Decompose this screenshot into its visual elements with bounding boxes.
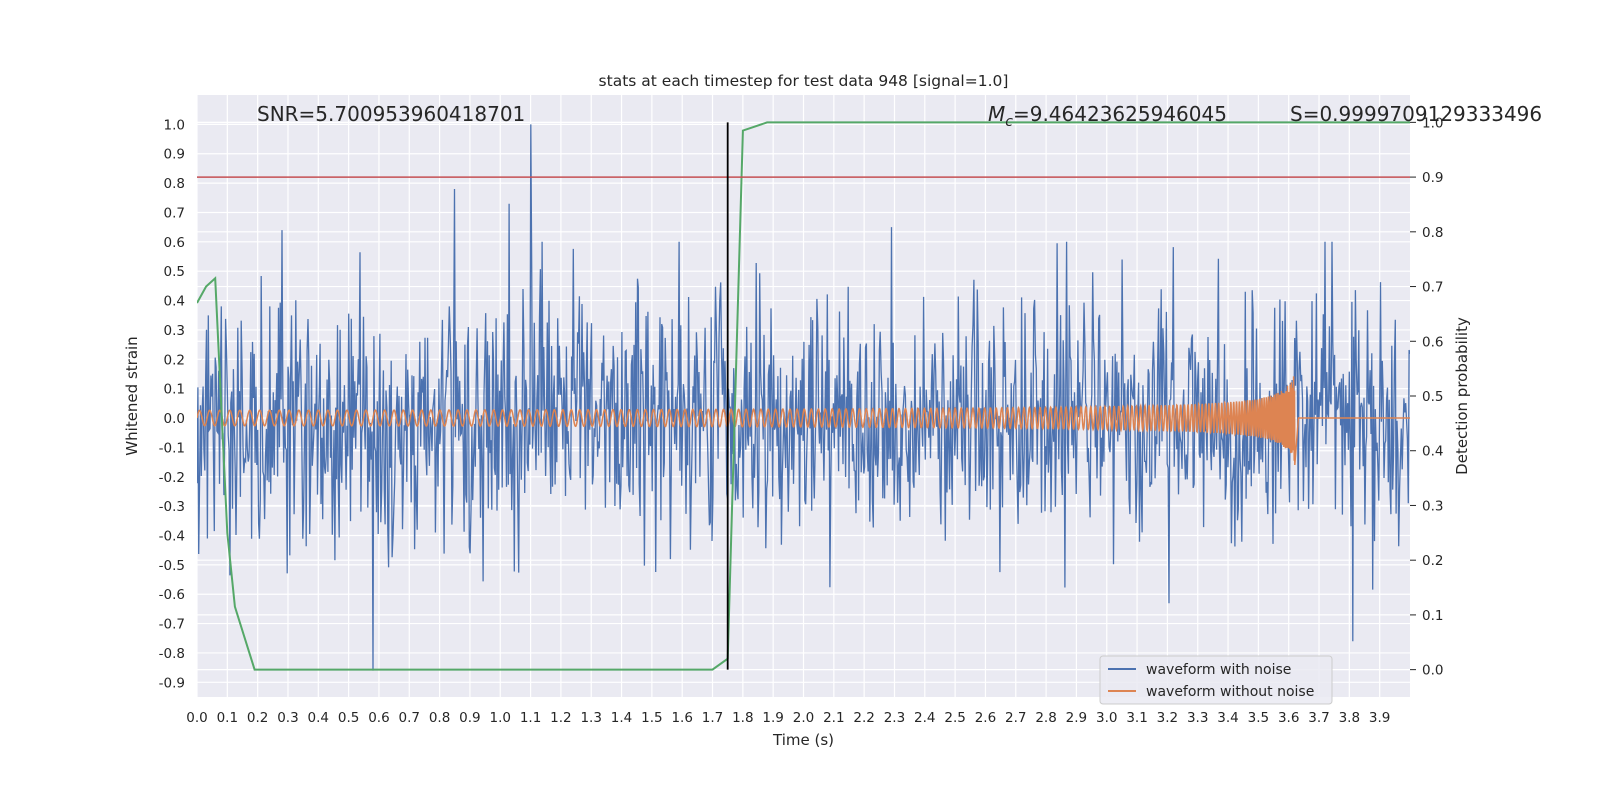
y-tick-label: -0.3 [159, 499, 185, 515]
x-tick-label: 1.3 [580, 710, 601, 726]
x-tick-label: 3.8 [1339, 710, 1360, 726]
y2-tick-label: 0.7 [1422, 280, 1443, 296]
x-tick-label: 1.7 [702, 710, 723, 726]
x-tick-label: 0.8 [429, 710, 450, 726]
x-tick-label: 0.4 [308, 710, 329, 726]
y2-tick-label: 0.9 [1422, 170, 1443, 186]
y-tick-label: 0.8 [164, 176, 185, 192]
x-tick-label: 3.5 [1248, 710, 1269, 726]
x-tick-label: 0.3 [277, 710, 298, 726]
x-tick-label: 3.6 [1278, 710, 1299, 726]
y2-tick-label: 0.1 [1422, 608, 1443, 624]
mc-value: =9.46423625946045 [1013, 102, 1227, 126]
x-tick-label: 2.7 [1005, 710, 1026, 726]
x-tick-label: 3.4 [1217, 710, 1238, 726]
x-tick-label: 2.3 [884, 710, 905, 726]
x-tick-label: 0.2 [247, 710, 268, 726]
x-tick-label: 1.1 [520, 710, 541, 726]
x-tick-label: 2.9 [1066, 710, 1087, 726]
y2-tick-label: 0.0 [1422, 663, 1443, 679]
y-tick-label: -0.8 [159, 646, 185, 662]
y-tick-label: 0.4 [164, 294, 185, 310]
series-waveform-with-noise [197, 124, 1410, 671]
y2-tick-label: 0.4 [1422, 444, 1443, 460]
y-tick-label: 1.0 [164, 117, 185, 133]
x-tick-label: 1.6 [671, 710, 692, 726]
y-tick-label: 0.5 [164, 264, 185, 280]
x-tick-label: 1.8 [732, 710, 753, 726]
x-tick-label: 1.9 [762, 710, 783, 726]
y2-axis-label: Detection probability [1453, 317, 1471, 475]
mc-annotation: Mc=9.46423625946045 [988, 102, 1227, 130]
y-tick-label: 0.9 [164, 147, 185, 163]
s-annotation: S=0.9999709129333496 [1290, 102, 1542, 126]
y-tick-label: -0.1 [159, 440, 185, 456]
y2-tick-label: 0.3 [1422, 498, 1443, 514]
y-tick-label: -0.4 [159, 528, 185, 544]
x-tick-label: 3.0 [1096, 710, 1117, 726]
legend-box [1099, 655, 1333, 705]
x-tick-label: 0.9 [459, 710, 480, 726]
x-tick-label: 2.1 [823, 710, 844, 726]
x-tick-label: 3.9 [1369, 710, 1390, 726]
x-tick-label: 1.0 [490, 710, 511, 726]
x-tick-label: 2.6 [975, 710, 996, 726]
x-tick-label: 3.7 [1308, 710, 1329, 726]
legend-label-clean: waveform without noise [1146, 684, 1314, 700]
y-axis-label: Whitened strain [123, 336, 141, 455]
x-tick-label: 1.2 [550, 710, 571, 726]
legend: waveform with noise waveform without noi… [1099, 655, 1333, 705]
reference-lines [197, 122, 1410, 670]
x-tick-label: 2.8 [1035, 710, 1056, 726]
x-tick-label: 0.7 [399, 710, 420, 726]
y-tick-label: 0.7 [164, 205, 185, 221]
y2-tick-label: 0.2 [1422, 553, 1443, 569]
x-tick-label: 2.0 [793, 710, 814, 726]
x-tick-label: 3.1 [1126, 710, 1147, 726]
y-tick-label: -0.6 [159, 587, 185, 603]
mc-subscript: c [1005, 114, 1013, 130]
y-tick-label: 0.6 [164, 235, 185, 251]
y-tick-label: -0.2 [159, 470, 185, 486]
x-tick-label: 1.4 [611, 710, 632, 726]
y-tick-label: -0.7 [159, 617, 185, 633]
y-tick-label: 0.2 [164, 352, 185, 368]
y-tick-label: 0.1 [164, 382, 185, 398]
y2-tick-labels: 1.0 0.9 0.8 0.7 0.6 0.5 0.4 0.3 0.2 0.1 0.0 [1410, 115, 1443, 679]
x-tick-label: 1.5 [641, 710, 662, 726]
x-tick-label: 2.5 [944, 710, 965, 726]
x-tick-label: 0.6 [368, 710, 389, 726]
x-tick-label: 3.3 [1187, 710, 1208, 726]
legend-label-noise: waveform with noise [1146, 662, 1291, 678]
y-tick-label: -0.5 [159, 558, 185, 574]
y2-tick-label: 0.5 [1422, 389, 1443, 405]
grid [196, 95, 1410, 697]
y-tick-label: -0.9 [159, 675, 185, 691]
noise-line [197, 124, 1410, 671]
y2-tick-label: 0.8 [1422, 225, 1443, 241]
x-axis-label: Time (s) [772, 731, 834, 749]
x-tick-label: 0.5 [338, 710, 359, 726]
x-tick-label: 3.2 [1157, 710, 1178, 726]
mc-symbol: M [988, 102, 1005, 126]
y2-tick-label: 1.0 [1422, 115, 1443, 131]
y-tick-label: 0.3 [164, 323, 185, 339]
x-tick-label: 0.1 [217, 710, 238, 726]
series-waveform-without-noise [197, 376, 1410, 466]
x-tick-labels: 0.0 0.1 0.2 0.3 0.4 0.5 0.6 0.7 0.8 0.9 1.0 1.1 1.2 1… [186, 710, 1390, 726]
probability-line [197, 121, 1410, 671]
y-tick-labels: 1.0 0.9 0.8 0.7 0.6 0.5 0.4 0.3 0.2 0.1 0.0 -0.1 -0.… [159, 117, 185, 691]
x-tick-label: 2.4 [914, 710, 935, 726]
x-tick-label: 0.0 [186, 710, 207, 726]
snr-annotation: SNR=5.700953960418701 [257, 102, 525, 126]
y-tick-label: 0.0 [164, 411, 185, 427]
clean-line [197, 376, 1410, 466]
series-detection-probability [197, 121, 1410, 671]
x-tick-label: 2.2 [853, 710, 874, 726]
y2-tick-label: 0.6 [1422, 334, 1443, 350]
chart-title: stats at each timestep for test data 948… [599, 72, 1009, 90]
